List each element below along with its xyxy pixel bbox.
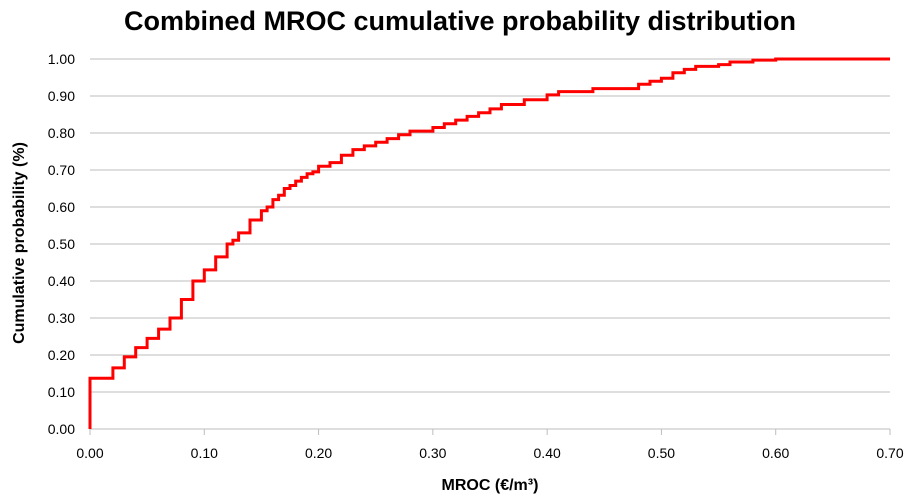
y-tick-labels: 0.00 0.10 0.20 0.30 0.40 0.50 0.60 0.70 0.80 0.90… [48, 51, 75, 437]
y-tick-label: 0.30 [48, 310, 75, 326]
y-tick-label: 0.70 [48, 162, 75, 178]
x-tick-label: 0.10 [191, 445, 218, 461]
series [88, 57, 890, 429]
x-tick-label: 0.50 [648, 445, 675, 461]
axes [89, 428, 891, 435]
y-tick-label: 0.80 [48, 125, 75, 141]
x-tick-label: 0.40 [534, 445, 561, 461]
y-tick-label: 0.00 [48, 421, 75, 437]
y-tick-label: 1.00 [48, 51, 75, 67]
x-axis-title: MROC (€/m³) [442, 477, 539, 494]
x-tick-labels: 0.00 0.10 0.20 0.30 0.40 0.50 0.60 0.70 [76, 445, 903, 461]
x-tick-label: 0.70 [876, 445, 903, 461]
y-tick-label: 0.20 [48, 347, 75, 363]
y-tick-label: 0.50 [48, 236, 75, 252]
chart-title: Combined MROC cumulative probability dis… [124, 6, 796, 36]
y-tick-label: 0.40 [48, 273, 75, 289]
cdf-series-line [88, 57, 890, 429]
x-tick-label: 0.00 [76, 445, 103, 461]
y-tick-label: 0.90 [48, 88, 75, 104]
y-tick-label: 0.60 [48, 199, 75, 215]
y-tick-label: 0.10 [48, 384, 75, 400]
x-tick-label: 0.60 [762, 445, 789, 461]
x-tick-label: 0.30 [419, 445, 446, 461]
y-axis-title: Cumulative probability (%) [11, 142, 28, 344]
x-tick-label: 0.20 [305, 445, 332, 461]
